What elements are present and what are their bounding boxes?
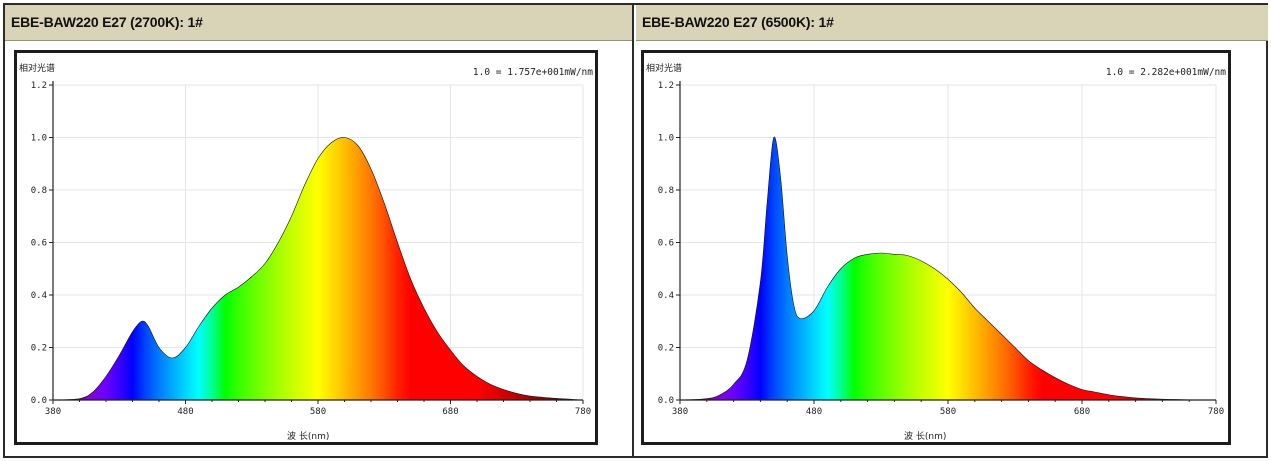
y-tick-label: 0.2 [31, 344, 47, 354]
x-tick-label: 580 [310, 407, 326, 417]
y-tick-label: 0.6 [31, 239, 47, 249]
x-axis-title: 波 长(nm) [904, 432, 947, 442]
y-tick-label: 1.2 [31, 81, 47, 91]
chart-title: EBE-BAW220 E27 (2700K): 1# [11, 14, 203, 30]
y-tick-label: 0.0 [31, 396, 47, 406]
panel-header: EBE-BAW220 E27 (6500K): 1# [636, 5, 1268, 41]
x-axis-title: 波 长(nm) [287, 432, 330, 442]
y-tick-label: 1.0 [658, 134, 674, 144]
y-tick-label: 0.8 [31, 186, 47, 196]
spectrum-chart-2700k: 0.0 0.2 0.4 0.6 0.8 1.0 1.2 380 480 580 680 780 相对光… [14, 50, 598, 445]
spectrum-area [679, 136, 1217, 401]
normalization-label: 1.0 = 1.757e+001mW/nm [472, 67, 593, 78]
y-tick-label: 0.8 [658, 186, 674, 196]
spectrum-chart-6500k: 0.0 0.2 0.4 0.6 0.8 1.0 1.2 380 480 580 680 780 相对光… [641, 50, 1231, 445]
x-tick-label: 780 [1208, 407, 1224, 417]
spectrum-area [52, 137, 584, 401]
spectrum-panel-2700k: EBE-BAW220 E27 (2700K): 1# 0.0 0.2 0.4 0.6 0… [3, 3, 634, 458]
y-tick-label: 0.6 [658, 239, 674, 249]
x-tick-label: 680 [1074, 407, 1090, 417]
spectrum-panel-6500k: EBE-BAW220 E27 (6500K): 1# 0.0 0.2 0.4 0.6 0… [634, 3, 1268, 458]
y-tick-label: 1.2 [658, 81, 674, 91]
y-tick-label: 0.4 [31, 291, 47, 301]
normalization-label: 1.0 = 2.282e+001mW/nm [1105, 67, 1226, 78]
panel-header: EBE-BAW220 E27 (2700K): 1# [5, 5, 632, 41]
x-tick-label: 780 [575, 407, 591, 417]
y-tick-label: 1.0 [31, 134, 47, 144]
x-tick-label: 380 [45, 407, 61, 417]
chart-title: EBE-BAW220 E27 (6500K): 1# [642, 14, 834, 30]
y-axis-title: 相对光谱 [19, 64, 56, 74]
x-tick-label: 380 [672, 407, 688, 417]
x-tick-label: 480 [806, 407, 822, 417]
x-tick-label: 680 [442, 407, 458, 417]
spectrum-plot: 0.0 0.2 0.4 0.6 0.8 1.0 1.2 380 480 580 680 780 [658, 81, 1224, 417]
y-tick-label: 0.4 [658, 291, 674, 301]
y-axis-title: 相对光谱 [646, 64, 683, 74]
spectrum-plot: 0.0 0.2 0.4 0.6 0.8 1.0 1.2 380 480 580 680 780 [31, 81, 591, 417]
x-tick-label: 480 [177, 407, 193, 417]
y-tick-label: 0.2 [658, 344, 674, 354]
y-tick-label: 0.0 [658, 396, 674, 406]
x-tick-label: 580 [940, 407, 956, 417]
